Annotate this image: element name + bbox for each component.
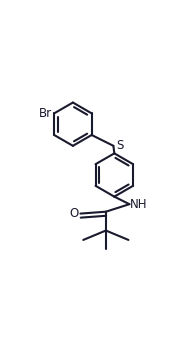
Text: O: O: [69, 207, 79, 220]
Text: NH: NH: [130, 198, 148, 211]
Text: Br: Br: [39, 107, 52, 120]
Text: S: S: [116, 139, 124, 152]
